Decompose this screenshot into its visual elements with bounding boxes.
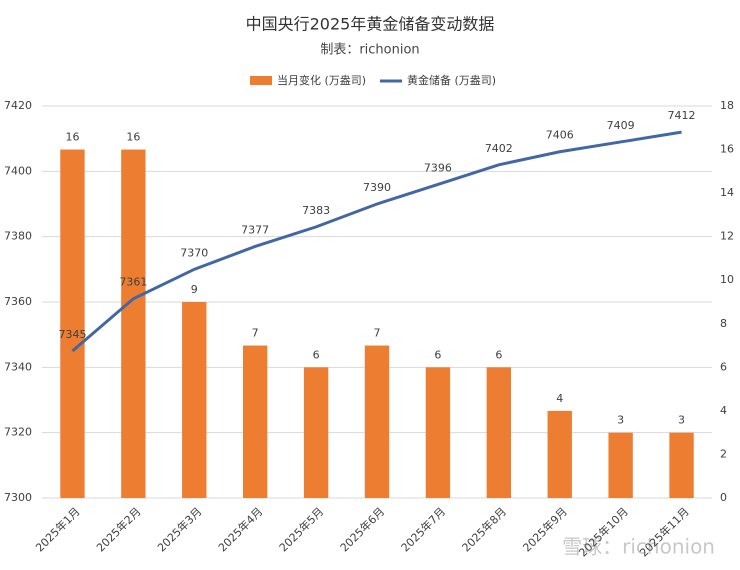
bar	[425, 367, 451, 498]
bar	[303, 367, 329, 498]
bar-label: 6	[313, 348, 320, 361]
y2-tick-label: 2	[720, 447, 727, 460]
x-tick-label: 2025年2月	[93, 504, 143, 554]
bar	[182, 302, 207, 498]
y-tick-label: 7420	[4, 99, 32, 112]
legend-swatch	[250, 76, 272, 85]
x-tick-label: 2025年6月	[337, 504, 387, 554]
bar-label: 7	[252, 327, 259, 340]
y-tick-label: 7300	[4, 491, 32, 504]
watermark: 雪球：richonion	[562, 535, 715, 559]
line-label: 7412	[668, 109, 696, 122]
y2-tick-label: 4	[720, 404, 727, 417]
bar-label: 6	[495, 348, 502, 361]
bar-label: 3	[617, 414, 624, 427]
chart-subtitle: 制表：richonion	[320, 43, 419, 58]
chart-title: 中国央行2025年黄金储备变动数据	[246, 15, 495, 34]
legend-label: 当月变化 (万盎司)	[277, 73, 366, 87]
line-label: 7377	[241, 223, 269, 236]
y2-tick-label: 6	[720, 360, 727, 373]
y-tick-label: 7340	[4, 360, 32, 373]
y2-tick-label: 10	[720, 273, 734, 286]
x-tick-label: 2025年3月	[154, 504, 204, 554]
y2-tick-label: 0	[720, 491, 727, 504]
line-label: 7409	[607, 119, 635, 132]
bar-label: 3	[678, 414, 685, 427]
line-label: 7406	[546, 129, 574, 142]
bar	[243, 345, 268, 498]
x-tick-label: 2025年7月	[398, 504, 448, 554]
line-label: 7361	[119, 276, 147, 289]
bar	[121, 149, 146, 499]
y-tick-label: 7320	[4, 426, 32, 439]
line-label: 7402	[485, 142, 513, 155]
x-tick-label: 2025年1月	[32, 504, 82, 554]
line	[71, 130, 682, 353]
y2-tick-label: 12	[720, 230, 734, 243]
y-tick-label: 7400	[4, 164, 32, 177]
bar	[547, 410, 572, 498]
bar	[669, 432, 694, 498]
line-label: 7390	[363, 181, 391, 194]
bar-label: 4	[556, 392, 563, 405]
bar-label: 7	[374, 327, 381, 340]
x-tick-label: 2025年5月	[276, 504, 326, 554]
y2-tick-label: 14	[720, 186, 734, 199]
legend-label: 黄金储备 (万盎司)	[407, 73, 496, 87]
bar-label: 16	[126, 131, 140, 144]
bar-label: 16	[65, 131, 79, 144]
bar	[486, 367, 511, 498]
bar-label: 6	[434, 348, 441, 361]
bar-label: 9	[191, 283, 198, 296]
x-tick-label: 2025年4月	[215, 504, 265, 554]
y2-tick-label: 18	[720, 99, 734, 112]
y2-tick-label: 16	[720, 143, 734, 156]
bar	[608, 432, 633, 498]
y-tick-label: 7360	[4, 295, 32, 308]
line-label: 7370	[180, 246, 208, 259]
bar	[364, 345, 390, 498]
y-tick-label: 7380	[4, 230, 32, 243]
line-label: 7383	[302, 204, 330, 217]
y2-tick-label: 8	[720, 317, 727, 330]
x-tick-label: 2025年8月	[459, 504, 509, 554]
bar	[60, 149, 85, 499]
line-label: 7345	[58, 328, 86, 341]
line-label: 7396	[424, 161, 452, 174]
